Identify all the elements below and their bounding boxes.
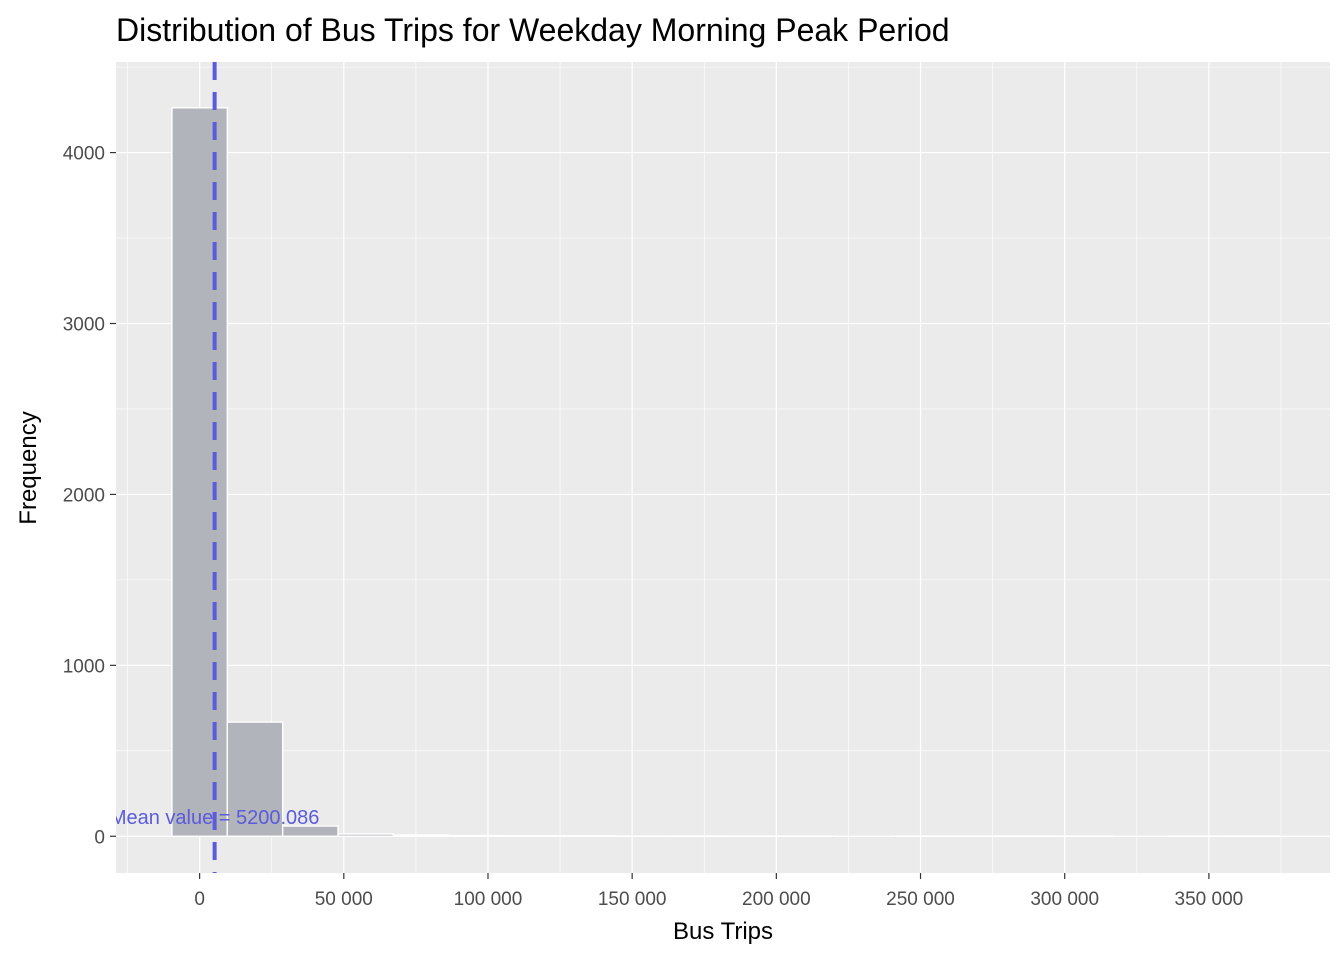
- minor-gridlines: [116, 62, 1330, 873]
- x-axis-title: Bus Trips: [673, 918, 773, 945]
- histogram-bar: [171, 107, 229, 837]
- y-tick-label: 0: [94, 827, 105, 848]
- plot-panel: [116, 62, 1330, 873]
- y-tick-label: 1000: [63, 656, 105, 677]
- annotation-layer: Mean value = 5200.086: [110, 62, 320, 873]
- y-axis-title: Frequency: [15, 411, 42, 524]
- x-tick-label: 200 000: [742, 889, 811, 910]
- histogram-bar: [281, 825, 339, 837]
- chart-title: Distribution of Bus Trips for Weekday Mo…: [116, 12, 950, 48]
- histogram-bar: [558, 835, 616, 837]
- histogram-bar: [226, 721, 284, 837]
- histogram-bar: [503, 835, 561, 837]
- x-axis: 0 50 000 100 000 150 000 200 000 250 000 300 0…: [194, 873, 1243, 910]
- x-tick-label: 0: [194, 889, 205, 910]
- x-tick-label: 50 000: [315, 889, 373, 910]
- y-tick-label: 3000: [63, 315, 105, 336]
- x-tick-label: 250 000: [886, 889, 955, 910]
- histogram-bar: [448, 834, 505, 837]
- x-tick-label: 150 000: [598, 889, 667, 910]
- y-axis: 0 1000 2000 3000 4000: [63, 144, 116, 848]
- histogram-bar: [337, 833, 395, 837]
- x-tick-label: 100 000: [454, 889, 523, 910]
- x-tick-label: 350 000: [1175, 889, 1244, 910]
- y-tick-label: 2000: [63, 485, 105, 506]
- y-tick-label: 4000: [63, 144, 105, 165]
- mean-annotation: Mean value = 5200.086: [110, 807, 320, 829]
- histogram-bar: [392, 834, 450, 837]
- histogram-bars: [171, 107, 1280, 837]
- x-tick-label: 300 000: [1030, 889, 1099, 910]
- major-gridlines: [116, 62, 1330, 873]
